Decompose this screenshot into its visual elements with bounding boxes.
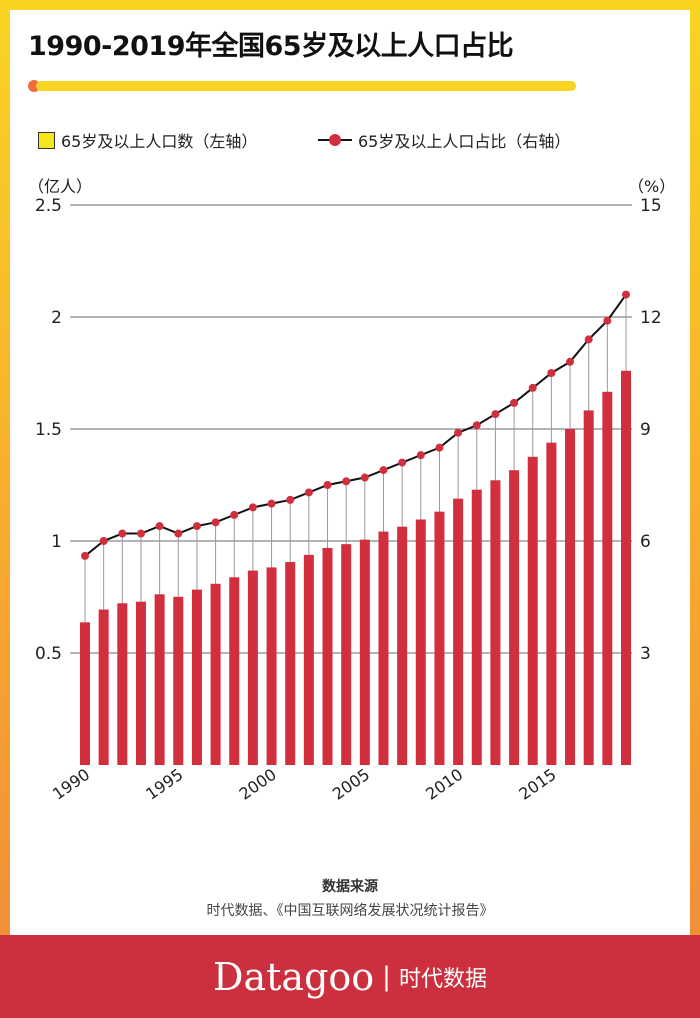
share-point-1995 — [174, 529, 183, 538]
brand-separator: | — [382, 961, 391, 992]
bar-2008 — [415, 519, 426, 765]
source-heading: 数据来源 — [322, 879, 378, 895]
legend-bar-label: 65岁及以上人口数（左轴） — [61, 132, 258, 151]
share-point-2013 — [510, 398, 519, 407]
x-tick-label: 2015 — [515, 765, 559, 804]
bar-2003 — [322, 547, 333, 765]
share-point-2001 — [286, 495, 295, 504]
share-point-2014 — [528, 383, 537, 392]
share-point-2004 — [342, 477, 351, 486]
share-point-2016 — [566, 357, 575, 366]
share-point-2017 — [584, 335, 593, 344]
left-tick-label: 1.5 — [35, 420, 62, 440]
share-point-2010 — [454, 428, 463, 437]
bar-2012 — [490, 480, 501, 765]
share-point-2005 — [360, 473, 369, 482]
share-point-2009 — [435, 443, 444, 452]
right-tick-label: 3 — [640, 644, 651, 664]
share-point-1996 — [192, 522, 201, 531]
share-point-1994 — [155, 522, 164, 531]
legend-line: 65岁及以上人口占比（右轴） — [318, 128, 570, 152]
share-line — [84, 294, 627, 557]
bar-2014 — [527, 456, 538, 765]
legend-line-swatch — [318, 134, 352, 146]
x-tick-label: 1990 — [49, 765, 93, 804]
share-point-2019 — [622, 290, 630, 299]
share-point-2000 — [267, 499, 276, 508]
share-point-2012 — [491, 410, 500, 419]
left-tick-label: 2.5 — [35, 196, 62, 216]
bar-2015 — [546, 442, 557, 765]
bar-1994 — [154, 594, 165, 765]
bar-1999 — [247, 570, 258, 765]
bar-1993 — [135, 601, 146, 765]
bar-2016 — [565, 429, 576, 765]
bar-2010 — [453, 498, 464, 765]
chart-title: 1990-2019年全国65岁及以上人口占比 — [28, 31, 514, 62]
legend-line-label: 65岁及以上人口占比（右轴） — [358, 132, 571, 151]
share-point-2015 — [547, 369, 556, 377]
bar-2004 — [341, 544, 352, 765]
brand-cn: 时代数据 — [398, 966, 487, 992]
bar-1997 — [210, 583, 221, 765]
left-tick-label: 2 — [51, 308, 62, 328]
chart-plot: 0.5 1 1.5 2 2.5 3 6 9 12 15 1990 1995 2000 2005 2010 20… — [35, 196, 662, 804]
bar-2019 — [621, 370, 631, 765]
share-point-1998 — [230, 510, 239, 519]
x-tick-label: 1995 — [142, 765, 186, 804]
share-point-1999 — [248, 503, 257, 512]
bar-1998 — [229, 577, 240, 765]
bar-2011 — [471, 489, 482, 765]
bar-2009 — [434, 511, 445, 765]
x-tick-label: 2000 — [236, 765, 280, 804]
bar-2013 — [509, 470, 520, 765]
share-point-1997 — [211, 518, 220, 527]
share-point-2018 — [603, 316, 612, 325]
share-point-2008 — [416, 451, 425, 460]
source-text: 时代数据、《中国互联网络发展状况统计报告》 — [206, 903, 494, 919]
footer-banner: Datagoo | 时代数据 — [0, 935, 700, 1018]
title-underline — [36, 81, 576, 91]
bar-1996 — [191, 589, 202, 765]
right-tick-label: 15 — [640, 196, 662, 216]
share-point-1992 — [118, 529, 127, 538]
right-tick-label: 6 — [640, 532, 651, 552]
bar-2018 — [602, 391, 613, 765]
share-point-1991 — [99, 537, 108, 545]
share-point-1990 — [81, 551, 89, 560]
bar-1991 — [98, 609, 109, 765]
chart-card — [10, 10, 690, 935]
share-point-1993 — [136, 529, 145, 538]
right-tick-label: 9 — [640, 420, 651, 440]
right-tick-label: 12 — [640, 308, 662, 328]
x-tick-label: 2010 — [422, 765, 466, 804]
bar-1990 — [80, 622, 90, 765]
legend-bar: 65岁及以上人口数（左轴） — [38, 128, 257, 152]
bar-1995 — [173, 596, 184, 765]
bar-1992 — [117, 603, 128, 765]
bar-2006 — [378, 531, 389, 765]
legend-bar-swatch — [38, 131, 55, 149]
brand-logo: Datagoo — [213, 954, 375, 999]
bar-2000 — [266, 567, 277, 765]
bar-2007 — [397, 526, 408, 765]
left-tick-label: 0.5 — [35, 644, 62, 664]
bar-2017 — [583, 410, 594, 765]
left-axis-unit: （亿人） — [28, 177, 93, 196]
share-point-2007 — [398, 458, 407, 467]
left-tick-label: 1 — [51, 532, 62, 552]
x-tick-label: 2005 — [329, 765, 373, 804]
bar-2002 — [303, 554, 314, 765]
share-point-2006 — [379, 466, 388, 475]
share-point-2011 — [472, 421, 481, 430]
bar-2001 — [285, 562, 296, 765]
share-point-2002 — [304, 488, 313, 497]
bar-2005 — [359, 539, 370, 765]
share-point-2003 — [323, 481, 332, 489]
right-axis-unit: （%） — [628, 177, 676, 196]
